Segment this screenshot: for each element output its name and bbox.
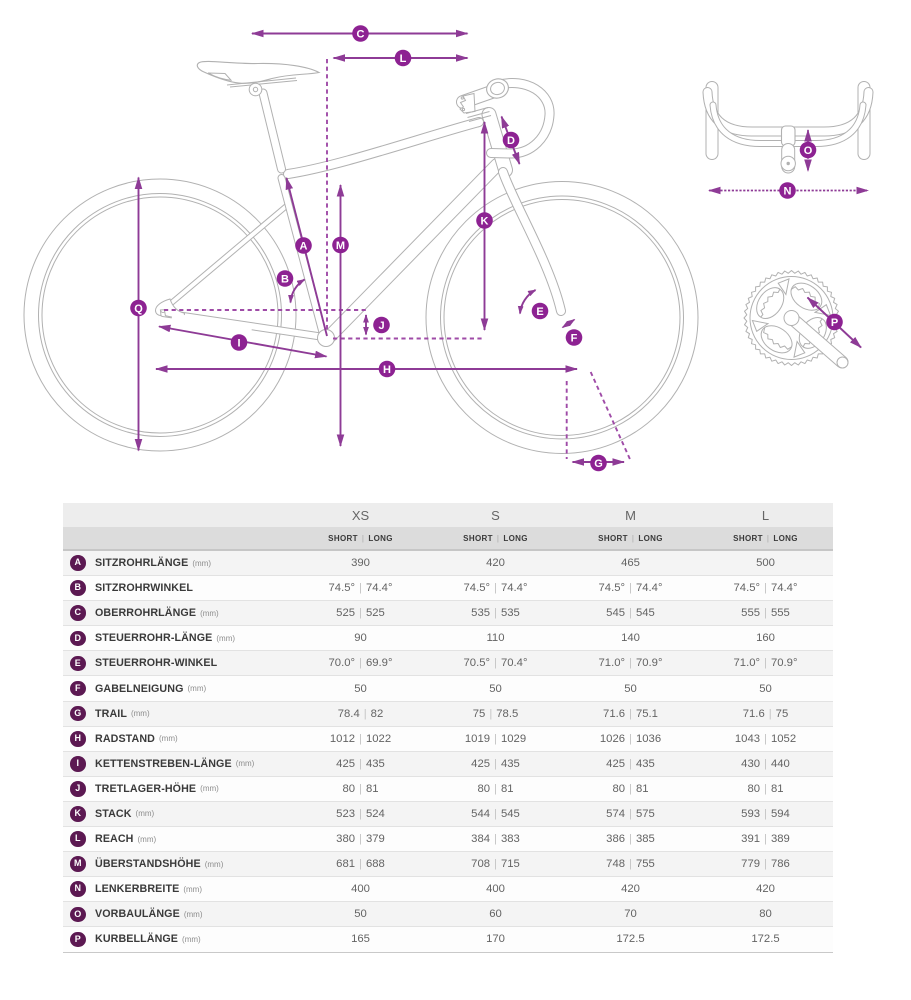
svg-text:O: O <box>804 145 813 157</box>
svg-text:M: M <box>336 240 345 252</box>
svg-text:F: F <box>571 332 578 344</box>
svg-text:P: P <box>831 317 838 329</box>
svg-text:L: L <box>400 53 407 65</box>
svg-text:C: C <box>357 28 365 40</box>
svg-text:B: B <box>281 273 289 285</box>
svg-text:G: G <box>594 458 603 470</box>
svg-text:E: E <box>536 306 543 318</box>
svg-text:I: I <box>237 337 240 349</box>
svg-text:H: H <box>383 364 391 376</box>
svg-text:Q: Q <box>134 303 143 315</box>
svg-text:K: K <box>481 215 489 227</box>
svg-text:A: A <box>300 240 308 252</box>
svg-text:J: J <box>378 320 384 332</box>
svg-text:N: N <box>784 185 792 197</box>
svg-text:D: D <box>507 135 515 147</box>
